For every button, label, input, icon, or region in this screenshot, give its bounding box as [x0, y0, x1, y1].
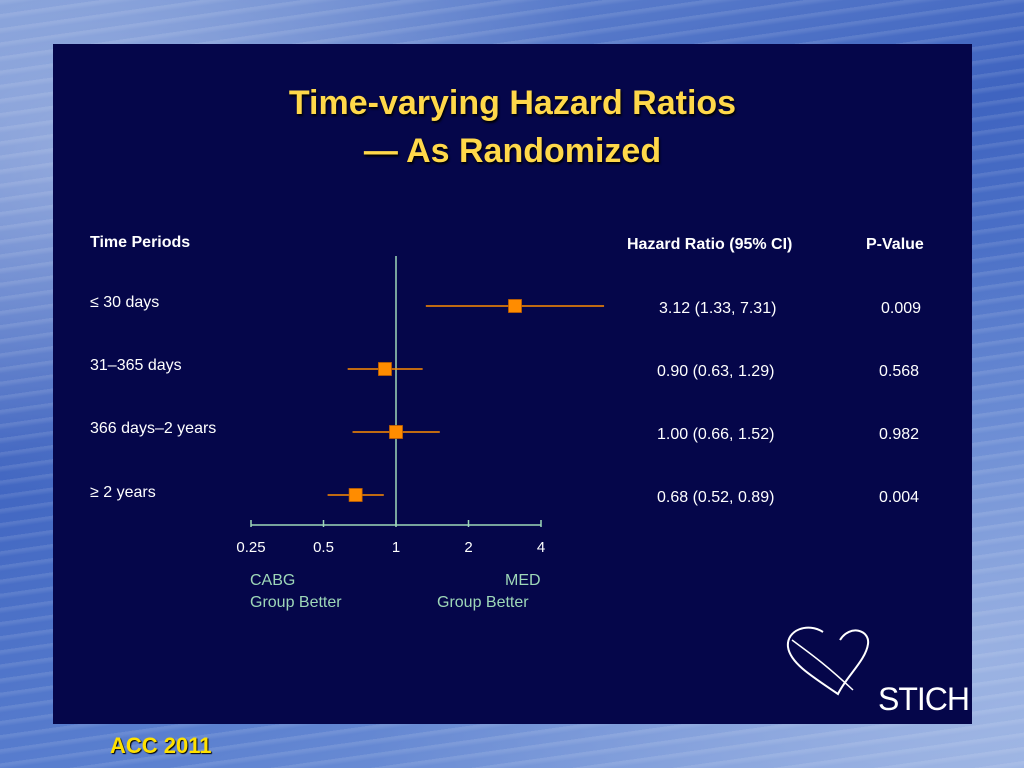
- hazard-ratio-marker: [378, 362, 392, 376]
- x-tick-label: 4: [537, 539, 545, 556]
- header-p-value: P-Value: [866, 236, 924, 253]
- x-tick-label: 2: [464, 539, 472, 556]
- p-value: 0.004: [879, 489, 920, 506]
- period-label: ≤ 30 days: [90, 294, 160, 311]
- footer-label: ACC 2011: [110, 733, 212, 758]
- med-label: MED: [505, 572, 541, 589]
- p-value: 0.568: [879, 363, 920, 380]
- forest-plot: 0.25 0.5 1 2 4: [236, 256, 605, 556]
- p-value: 0.009: [881, 300, 922, 317]
- slide-title-line1: Time-varying Hazard Ratios: [288, 84, 737, 122]
- med-group-better-label: Group Better: [437, 594, 529, 611]
- period-label: ≥ 2 years: [90, 484, 156, 501]
- hazard-ratio-value: 1.00 (0.66, 1.52): [657, 426, 775, 443]
- header-time-periods: Time Periods: [90, 234, 191, 251]
- x-tick-label: 0.25: [236, 539, 265, 556]
- hazard-ratio-value: 0.90 (0.63, 1.29): [657, 363, 775, 380]
- hazard-ratio-marker: [389, 425, 403, 439]
- hazard-ratio-value: 3.12 (1.33, 7.31): [659, 300, 777, 317]
- slide-panel: Time-varying Hazard Ratios — As Randomiz…: [53, 44, 972, 724]
- stich-heart-logo-icon: [786, 626, 870, 696]
- period-label: 366 days–2 years: [90, 420, 217, 437]
- p-value: 0.982: [879, 426, 920, 443]
- x-tick-label: 1: [392, 539, 400, 556]
- slide-title-line2: — As Randomized: [363, 132, 662, 170]
- x-tick-label: 0.5: [313, 539, 334, 556]
- cabg-group-better-label: Group Better: [250, 594, 342, 611]
- period-label: 31–365 days: [90, 357, 182, 374]
- hazard-ratio-value: 0.68 (0.52, 0.89): [657, 489, 775, 506]
- header-hazard-ratio: Hazard Ratio (95% CI): [627, 236, 793, 253]
- logo-text: STICH: [878, 681, 970, 717]
- cabg-label: CABG: [250, 572, 296, 589]
- hazard-ratio-marker: [348, 488, 363, 502]
- hazard-ratio-marker: [508, 299, 522, 313]
